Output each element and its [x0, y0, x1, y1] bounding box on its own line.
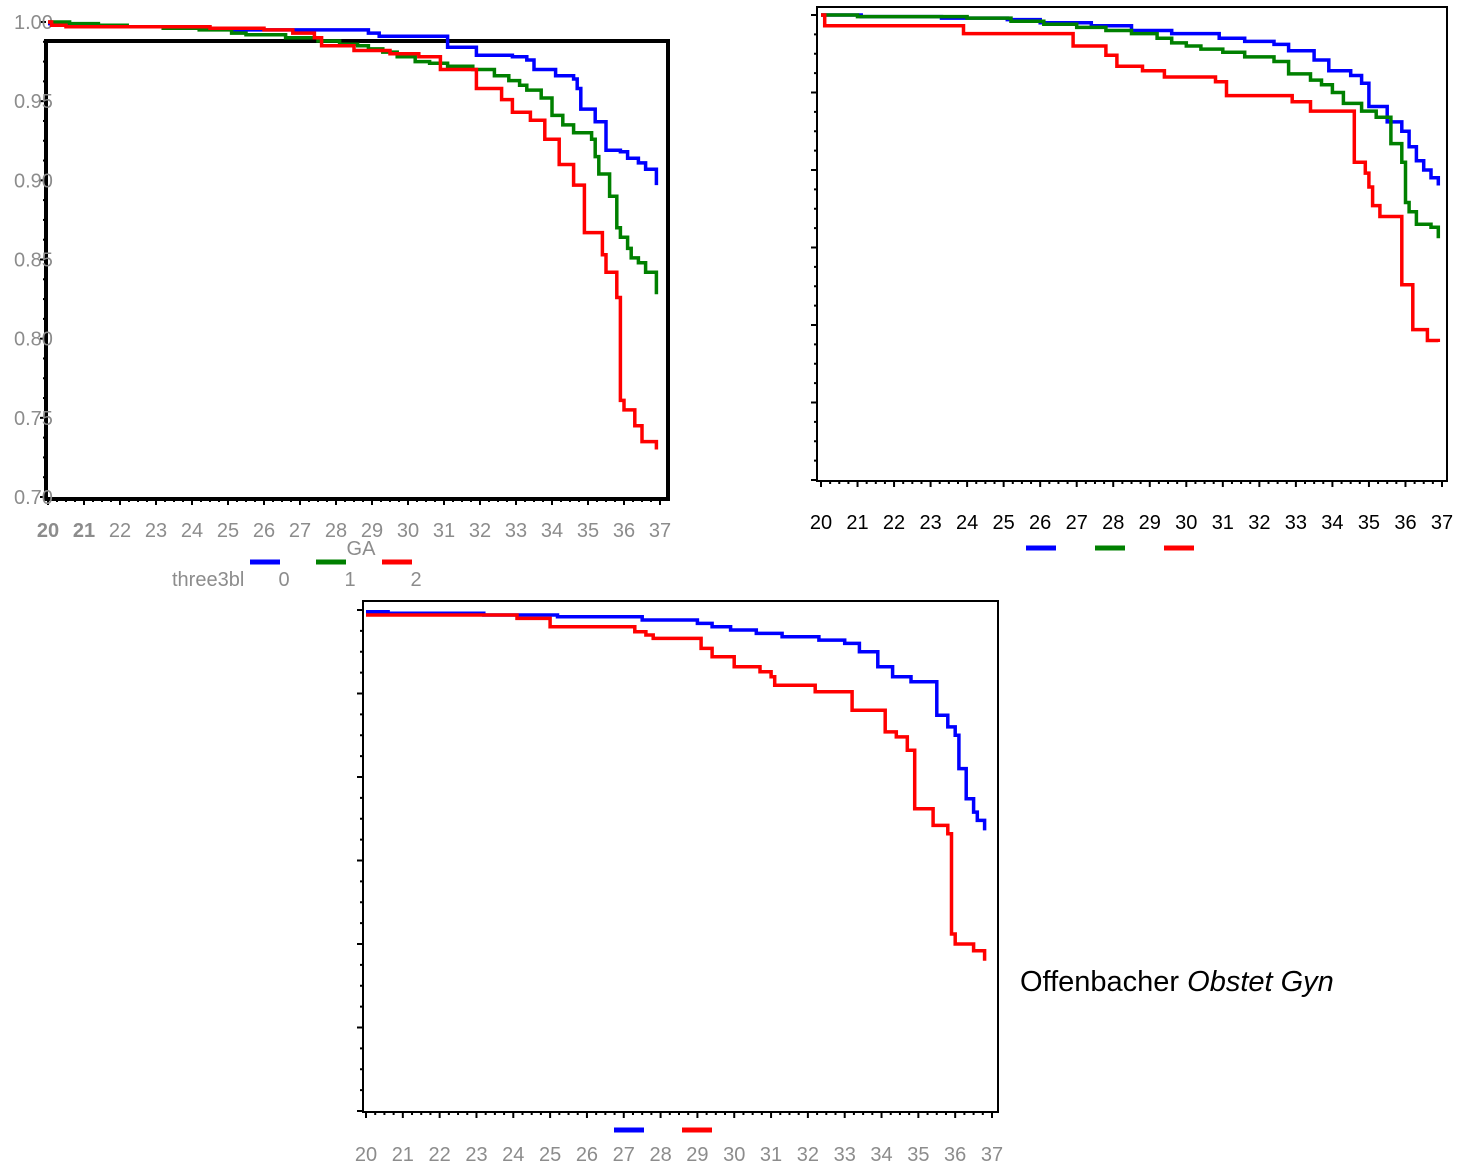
x-tick-label: 28 [325, 520, 347, 542]
plot-frame [816, 6, 1448, 482]
series-line-unnamed [821, 13, 1441, 186]
x-tick-label: 20 [355, 1144, 377, 1162]
x-tick-label: 34 [870, 1144, 892, 1162]
x-tick-label: 23 [465, 1144, 487, 1162]
x-tick-label: 23 [919, 512, 941, 534]
x-tick-label: 34 [1321, 512, 1343, 534]
x-tick-label: 24 [956, 512, 978, 534]
x-tick-label: 21 [392, 1144, 414, 1162]
legend-title: three3bl [172, 569, 244, 591]
y-tick-label: 0.70 [14, 487, 53, 509]
x-tick-label: 26 [253, 520, 275, 542]
x-tick-label: 27 [1066, 512, 1088, 534]
chart-panel-top-right: 20 21 22 23 24 25 26 27 28 29 30 31 32 33 34 35 36 37 [810, 6, 1453, 551]
x-tick-label: 31 [760, 1144, 782, 1162]
x-tick-label: 27 [613, 1144, 635, 1162]
x-tick-label: 33 [505, 520, 527, 542]
series-line-0 [48, 21, 659, 186]
x-tick-label: 21 [73, 520, 95, 542]
legend-label: 1 [344, 569, 355, 591]
series-line-unnamed [366, 609, 987, 831]
y-tick-label: 0.95 [14, 91, 53, 113]
series-line-unnamed [366, 613, 987, 961]
legend-label: 2 [410, 569, 421, 591]
y-tick-label: 0.75 [14, 408, 53, 430]
series-line-2 [48, 20, 659, 450]
series-line-unnamed [821, 13, 1441, 343]
series-line-1 [48, 20, 659, 295]
y-tick-label: 0.85 [14, 250, 53, 272]
x-tick-label: 20 [810, 512, 832, 534]
x-tick-label: 25 [217, 520, 239, 542]
x-tick-label: 30 [1175, 512, 1197, 534]
legend-label: 0 [278, 569, 289, 591]
x-tick-label: 25 [539, 1144, 561, 1162]
x-tick-label: 22 [883, 512, 905, 534]
chart-panel-bottom: 20 21 22 23 24 25 26 27 28 29 30 31 32 33 34 35 36 37 [355, 600, 1003, 1162]
x-tick-label: 34 [541, 520, 563, 542]
x-tick-label: 33 [834, 1144, 856, 1162]
x-tick-label: 37 [981, 1144, 1003, 1162]
x-tick-label: 26 [576, 1144, 598, 1162]
x-tick-label: 29 [361, 520, 383, 542]
x-tick-label: 36 [1394, 512, 1416, 534]
x-tick-label: 22 [109, 520, 131, 542]
x-tick-label: 36 [944, 1144, 966, 1162]
x-tick-label: 25 [993, 512, 1015, 534]
citation-journal: Obstet Gyn [1187, 966, 1334, 998]
x-tick-label: 30 [397, 520, 419, 542]
x-tick-label: 36 [613, 520, 635, 542]
x-tick-label: 37 [649, 520, 671, 542]
y-tick-label: 1.00 [14, 12, 53, 34]
x-tick-label: 29 [686, 1144, 708, 1162]
x-axis-label: GA [347, 538, 377, 560]
plot-frame [362, 600, 999, 1113]
x-tick-label: 30 [723, 1144, 745, 1162]
x-tick-label: 26 [1029, 512, 1051, 534]
x-tick-label: 32 [1248, 512, 1270, 534]
citation: Offenbacher Obstet Gyn [1020, 966, 1334, 999]
x-tick-label: 24 [181, 520, 203, 542]
x-tick-label: 29 [1139, 512, 1161, 534]
x-tick-label: 21 [846, 512, 868, 534]
x-tick-label: 23 [145, 520, 167, 542]
x-tick-label: 31 [1212, 512, 1234, 534]
x-tick-label: 31 [433, 520, 455, 542]
chart-panel-top-left: 20 21 22 23 24 25 26 27 28 29 30 31 32 33 34 35 36 370.70… [14, 12, 671, 591]
x-tick-label: 35 [907, 1144, 929, 1162]
y-tick-label: 0.90 [14, 170, 53, 192]
x-tick-label: 35 [1358, 512, 1380, 534]
plot-frame [44, 39, 670, 501]
x-tick-label: 24 [502, 1144, 524, 1162]
x-tick-label: 32 [797, 1144, 819, 1162]
citation-author: Offenbacher [1020, 966, 1180, 998]
x-tick-label: 37 [1431, 512, 1453, 534]
x-tick-label: 32 [469, 520, 491, 542]
x-tick-label: 28 [649, 1144, 671, 1162]
x-tick-label: 28 [1102, 512, 1124, 534]
x-tick-label: 35 [577, 520, 599, 542]
x-tick-label: 20 [37, 520, 59, 542]
x-tick-label: 22 [429, 1144, 451, 1162]
y-tick-label: 0.80 [14, 329, 53, 351]
x-tick-label: 33 [1285, 512, 1307, 534]
x-tick-label: 27 [289, 520, 311, 542]
series-line-unnamed [821, 13, 1441, 239]
